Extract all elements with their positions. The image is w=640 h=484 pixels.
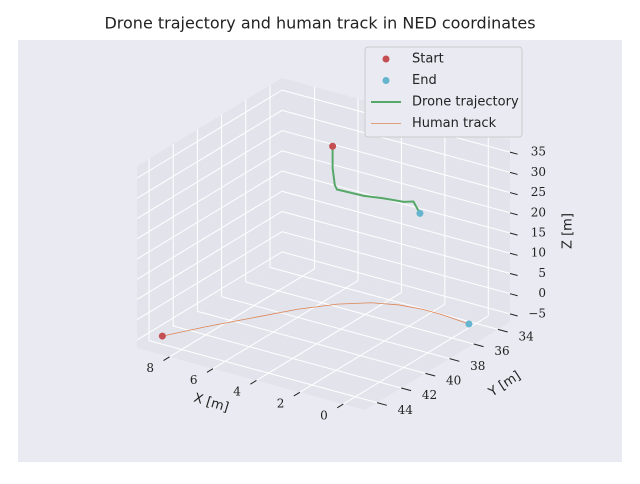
y-tick — [376, 402, 387, 406]
series-line — [162, 302, 470, 337]
z-tick-label: −5 — [528, 306, 546, 320]
grid-line — [136, 231, 283, 321]
grid-line — [136, 251, 283, 341]
y-tick-label: 36 — [494, 344, 509, 358]
z-tick-label: 15 — [531, 226, 546, 240]
x-tick — [293, 391, 301, 397]
grid-line — [169, 268, 315, 358]
x-tick-label: 4 — [233, 385, 241, 399]
grid-line — [245, 281, 474, 345]
grid-line — [256, 292, 402, 381]
grid-line — [212, 280, 359, 370]
grid-line — [281, 170, 511, 234]
z-tick-label: 30 — [531, 165, 546, 179]
grid-line — [269, 266, 499, 330]
y-tick-label: 44 — [398, 403, 414, 417]
grid-line — [281, 190, 511, 254]
z-tick — [509, 272, 518, 277]
y-tick-label: 42 — [422, 388, 437, 402]
grid-line — [173, 325, 402, 389]
legend-label: End — [412, 73, 437, 88]
grid-line — [343, 315, 489, 405]
y-tick-label: 40 — [446, 374, 461, 388]
z-tick — [509, 232, 518, 236]
z-tick — [509, 293, 518, 297]
grid-line — [221, 296, 450, 360]
z-axis-label: Z [m] — [561, 213, 576, 249]
y-tick — [401, 387, 412, 392]
z-tick — [509, 171, 518, 175]
grid-line — [136, 130, 283, 220]
chart-title: Drone trajectory and human track in NED … — [104, 14, 535, 33]
legend-label: Human track — [412, 116, 497, 131]
z-tick — [509, 151, 518, 155]
x-tick — [206, 368, 214, 373]
grid-line — [281, 150, 511, 214]
y-tick-label: 38 — [470, 359, 485, 373]
z-tick-label: 25 — [531, 185, 546, 199]
z-tick — [509, 252, 518, 256]
series-line — [331, 146, 421, 214]
z-tick — [509, 192, 518, 196]
grid-line — [136, 109, 283, 199]
grid-line — [197, 310, 426, 374]
grid-line — [281, 210, 511, 274]
grid-line — [281, 109, 511, 173]
grid-line — [281, 251, 511, 315]
z-tick-label: 5 — [538, 266, 546, 280]
x-tick-label: 0 — [320, 408, 328, 422]
legend-marker — [382, 55, 390, 63]
z-tick-label: 0 — [538, 286, 546, 300]
legend-marker — [382, 77, 390, 84]
x-tick-label: 6 — [190, 373, 198, 387]
grid-line — [136, 211, 283, 300]
z-tick-label: 20 — [531, 205, 546, 219]
legend-box — [364, 46, 523, 138]
pane-floor — [137, 260, 510, 410]
z-tick-label: 10 — [531, 246, 546, 260]
grid-line — [299, 303, 446, 393]
point — [465, 320, 473, 328]
grid-line — [136, 190, 283, 280]
point — [329, 142, 337, 150]
point — [416, 209, 424, 217]
z-tick-label: 35 — [531, 145, 546, 159]
legend-label: Drone trajectory — [412, 95, 519, 110]
z-tick — [509, 212, 518, 216]
grid-line — [281, 130, 511, 194]
y-tick — [449, 358, 460, 362]
y-tick-label: 34 — [519, 330, 535, 344]
y-tick — [473, 343, 484, 348]
legend-label: Start — [412, 52, 444, 67]
x-tick — [250, 380, 257, 385]
grid-line — [136, 89, 283, 179]
point — [158, 332, 166, 340]
x-tick-label: 2 — [277, 397, 285, 411]
grid-line — [281, 231, 511, 295]
x-tick — [336, 403, 344, 409]
grid-line — [136, 170, 283, 260]
y-tick — [497, 328, 508, 333]
grid-line — [136, 150, 283, 240]
grid-line — [148, 340, 378, 404]
x-tick — [163, 356, 170, 361]
y-tick — [425, 372, 436, 377]
x-tick-label: 8 — [146, 361, 154, 375]
z-tick — [509, 313, 518, 317]
